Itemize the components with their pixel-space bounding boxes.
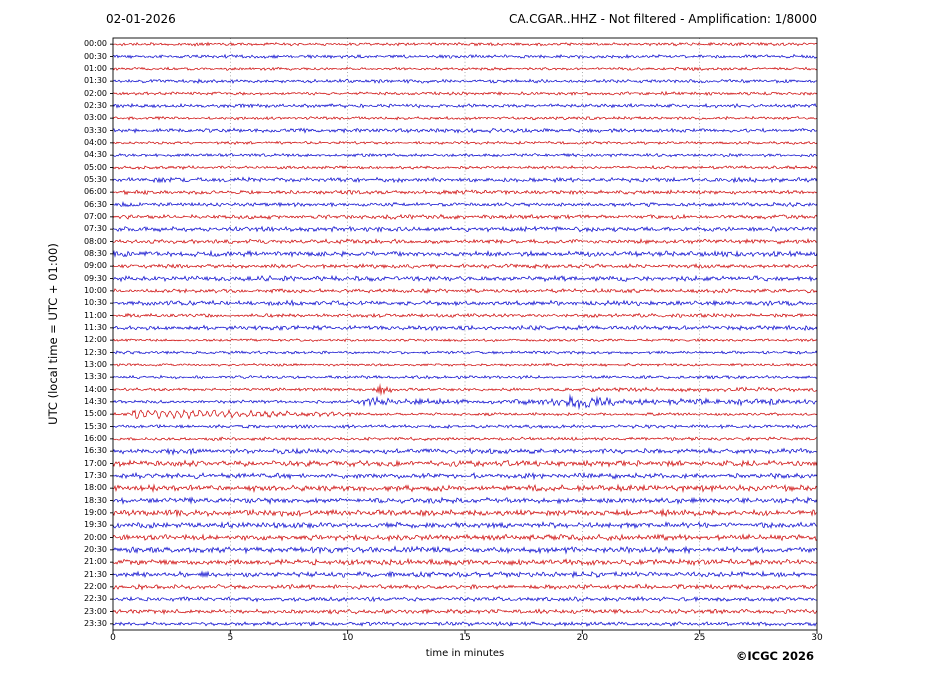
x-tick-label: 15	[459, 633, 471, 643]
row-time-label: 06:30	[83, 199, 107, 209]
row-time-label: 00:30	[83, 51, 107, 61]
row-time-label: 12:30	[83, 347, 107, 357]
row-time-label: 16:30	[83, 446, 107, 456]
row-time-label: 22:00	[83, 581, 107, 591]
row-time-label: 20:00	[83, 532, 107, 542]
row-time-label: 07:00	[83, 211, 107, 221]
row-time-label: 16:00	[83, 433, 107, 443]
row-time-label: 14:30	[83, 396, 107, 406]
row-time-label: 09:00	[83, 261, 107, 271]
row-time-label: 18:00	[83, 483, 107, 493]
row-time-label: 01:00	[83, 63, 107, 73]
row-time-label: 05:00	[83, 162, 107, 172]
row-time-label: 18:30	[83, 495, 107, 505]
x-tick-label: 0	[110, 633, 116, 643]
row-time-label: 19:00	[83, 507, 107, 517]
x-tick-label: 5	[227, 633, 234, 643]
row-time-label: 01:30	[83, 76, 107, 86]
row-time-label: 14:00	[83, 384, 107, 394]
row-time-label: 20:30	[83, 544, 107, 554]
x-tick-label: 30	[811, 633, 823, 643]
row-time-label: 00:00	[83, 39, 107, 49]
row-time-label: 21:00	[83, 557, 107, 567]
row-time-label: 11:30	[83, 322, 107, 332]
row-time-label: 09:30	[83, 273, 107, 283]
row-time-label: 03:00	[83, 113, 107, 123]
x-tick-label: 10	[341, 633, 354, 643]
copyright-label: ©ICGC 2026	[735, 649, 814, 663]
row-time-label: 19:30	[83, 520, 107, 530]
x-axis-label: time in minutes	[425, 648, 505, 659]
row-time-label: 10:30	[83, 298, 107, 308]
row-time-label: 04:00	[83, 137, 107, 147]
row-time-label: 06:00	[83, 187, 107, 197]
date-label: 02-01-2026	[106, 12, 176, 26]
x-tick-label: 20	[576, 633, 589, 643]
row-time-label: 11:00	[83, 310, 107, 320]
row-time-label: 08:00	[83, 236, 107, 246]
row-time-label: 13:30	[83, 372, 107, 382]
row-time-label: 03:30	[83, 125, 107, 135]
row-time-label: 17:00	[83, 458, 107, 468]
row-time-label: 23:30	[83, 618, 107, 628]
row-time-label: 22:30	[83, 594, 107, 604]
row-time-label: 07:30	[83, 224, 107, 234]
x-tick-label: 25	[693, 633, 706, 643]
row-time-label: 17:30	[83, 470, 107, 480]
row-time-label: 15:00	[83, 409, 107, 419]
row-time-label: 15:30	[83, 421, 107, 431]
plot-title: CA.CGAR..HHZ - Not filtered - Amplificat…	[508, 12, 817, 26]
row-time-label: 08:30	[83, 248, 107, 258]
row-time-label: 02:30	[83, 100, 107, 110]
row-time-label: 13:00	[83, 359, 107, 369]
row-time-label: 04:30	[83, 150, 107, 160]
row-time-label: 12:00	[83, 335, 107, 345]
row-time-label: 05:30	[83, 174, 107, 184]
row-time-label: 21:30	[83, 569, 107, 579]
row-time-label: 23:00	[83, 606, 107, 616]
row-time-label: 02:00	[83, 88, 107, 98]
row-time-label: 10:00	[83, 285, 107, 295]
